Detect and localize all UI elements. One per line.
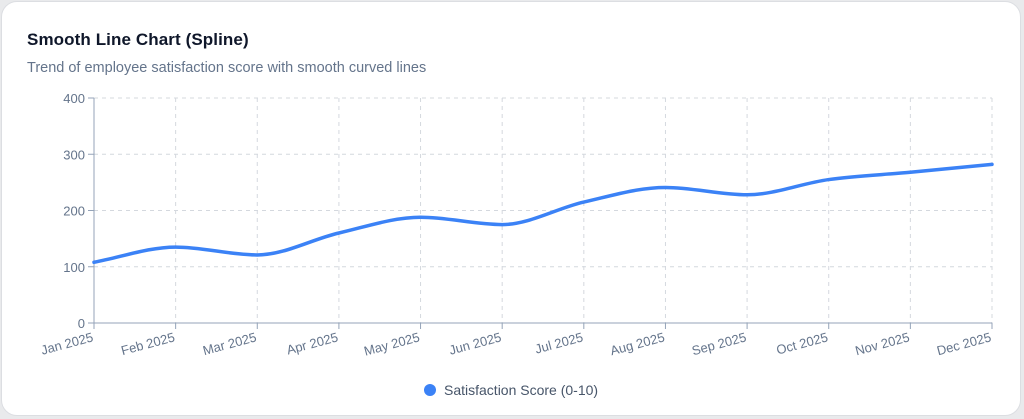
y-tick-label: 300	[63, 147, 85, 162]
legend[interactable]: Satisfaction Score (0-10)	[424, 382, 598, 398]
legend-marker	[424, 384, 436, 396]
x-tick-label: Apr 2025	[285, 329, 340, 357]
y-tick-label: 200	[63, 204, 85, 219]
x-tick-label: May 2025	[362, 329, 421, 358]
legend-label: Satisfaction Score (0-10)	[444, 382, 599, 398]
x-tick-label: Jan 2025	[39, 329, 95, 357]
series-layer	[92, 162, 994, 264]
x-tick-label: Feb 2025	[119, 329, 176, 358]
x-tick-label: Dec 2025	[935, 329, 993, 358]
x-tick-label: Sep 2025	[690, 329, 748, 358]
y-tick-label: 400	[63, 91, 85, 106]
x-tick-label: Jun 2025	[447, 329, 503, 357]
x-tick-label: Oct 2025	[775, 329, 830, 357]
axes	[88, 97, 993, 329]
chart-title: Smooth Line Chart (Spline)	[27, 30, 249, 49]
y-tick-label: 100	[63, 260, 85, 275]
x-tick-labels: Jan 2025 Feb 2025 Mar 2025 Apr 2025 May 2025…	[39, 329, 993, 358]
y-tick-label: 0	[78, 316, 85, 331]
series-line	[92, 162, 994, 264]
grid-lines	[94, 97, 993, 323]
x-tick-label: Aug 2025	[609, 329, 667, 358]
y-tick-labels: 0 100 200 300 400	[63, 91, 85, 331]
x-tick-label: Jul 2025	[533, 329, 584, 356]
x-tick-label: Nov 2025	[853, 329, 911, 358]
chart-subtitle: Trend of employee satisfaction score wit…	[27, 60, 427, 76]
x-tick-label: Mar 2025	[201, 329, 258, 358]
